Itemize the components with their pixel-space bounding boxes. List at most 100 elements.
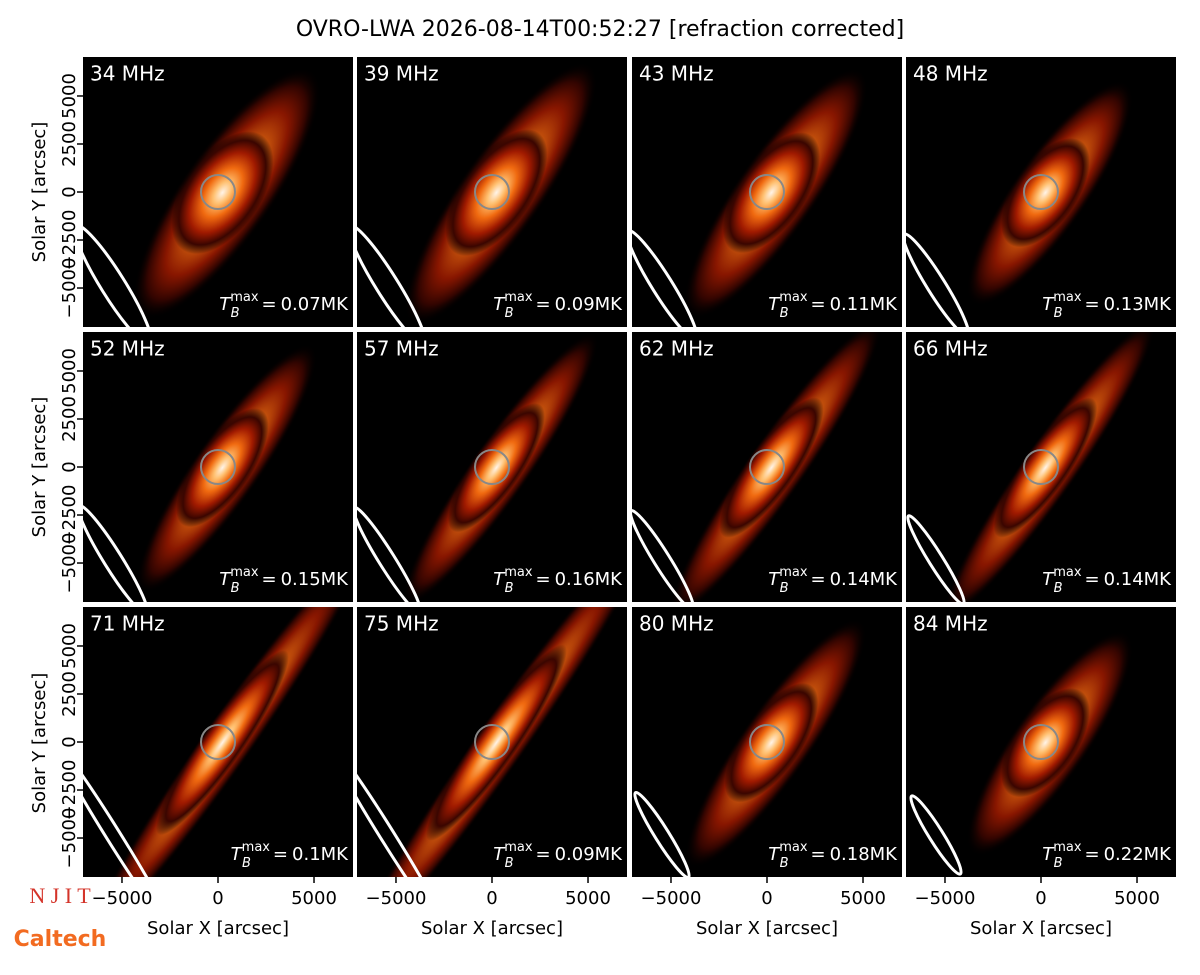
tb-eq: = bbox=[810, 294, 825, 315]
tb-symbol: T bbox=[1042, 844, 1055, 865]
solar-disk bbox=[200, 724, 236, 760]
solar-disk bbox=[749, 449, 785, 485]
tb-sub: B bbox=[780, 306, 789, 321]
tb-unit: MK bbox=[321, 294, 350, 315]
solar-disk bbox=[1023, 724, 1059, 760]
tb-max-label: Tmax B = 0.13MK bbox=[1042, 290, 1172, 321]
beam bbox=[909, 794, 963, 876]
x-axis-label: Solar X [arcsec] bbox=[970, 918, 1112, 939]
logo-caltech: Caltech bbox=[14, 927, 107, 952]
tb-max-label: Tmax B = 0.1MK bbox=[231, 840, 350, 871]
frequency-label: 34 MHz bbox=[90, 62, 165, 86]
image bbox=[633, 618, 867, 877]
tb-max-label: Tmax B = 0.09MK bbox=[493, 840, 623, 871]
tb-unit: MK bbox=[1144, 294, 1173, 315]
tb-symbol: T bbox=[1042, 569, 1055, 590]
image bbox=[83, 343, 318, 602]
emission-core bbox=[1001, 687, 1090, 798]
tb-value: 0.22 bbox=[1104, 844, 1144, 865]
emission-core bbox=[426, 644, 567, 841]
beam bbox=[632, 228, 699, 327]
tb-sub: B bbox=[1054, 856, 1063, 871]
tb-symbol: T bbox=[493, 844, 506, 865]
tb-unit: MK bbox=[321, 569, 350, 590]
y-axis-label: Solar Y [arcsec] bbox=[29, 122, 50, 263]
solar-disk bbox=[749, 724, 785, 760]
tb-sub: B bbox=[1054, 306, 1063, 321]
tb-symbol: T bbox=[768, 294, 781, 315]
tb-value: 0.07 bbox=[281, 294, 321, 315]
beam bbox=[632, 509, 695, 602]
tb-value: 0.14 bbox=[1104, 569, 1144, 590]
emission-core bbox=[447, 403, 545, 533]
tb-max-label: Tmax B = 0.14MK bbox=[768, 565, 898, 596]
tb-eq: = bbox=[1084, 569, 1099, 590]
panel: 39 MHz Tmax B = 0.09MK bbox=[357, 57, 627, 327]
tb-sub: B bbox=[1054, 581, 1063, 596]
y-axis-label: Solar Y [arcsec] bbox=[29, 673, 50, 814]
beam bbox=[357, 740, 448, 877]
y-tick-label: 0 bbox=[59, 736, 80, 747]
beam bbox=[906, 514, 966, 602]
solar-disk bbox=[474, 724, 510, 760]
frequency-label: 39 MHz bbox=[364, 62, 439, 86]
tb-sup: max bbox=[779, 565, 808, 580]
tb-symbol: T bbox=[493, 569, 506, 590]
tb-unit: MK bbox=[321, 844, 350, 865]
y-tick-label: 0 bbox=[59, 186, 80, 197]
tb-sub: B bbox=[505, 306, 514, 321]
tb-symbol: T bbox=[219, 569, 232, 590]
tb-symbol: T bbox=[231, 844, 244, 865]
y-tick-label: −5000 bbox=[59, 258, 80, 319]
tb-sub: B bbox=[780, 856, 789, 871]
tb-unit: MK bbox=[595, 294, 624, 315]
emission-core bbox=[176, 408, 269, 528]
image bbox=[906, 332, 1156, 602]
panel: 57 MHz Tmax B = 0.16MK bbox=[357, 332, 627, 602]
tb-eq: = bbox=[261, 294, 276, 315]
solar-disk bbox=[1023, 174, 1059, 210]
y-tick-label: −2500 bbox=[59, 485, 80, 546]
frequency-label: 84 MHz bbox=[913, 612, 988, 636]
tb-sup: max bbox=[1053, 840, 1082, 855]
tb-symbol: T bbox=[1042, 294, 1055, 315]
image bbox=[357, 607, 627, 877]
panel: 66 MHz Tmax B = 0.14MK bbox=[906, 332, 1176, 602]
tb-eq: = bbox=[261, 569, 276, 590]
tb-sup: max bbox=[504, 290, 533, 305]
tb-value: 0.18 bbox=[830, 844, 870, 865]
tb-value: 0.11 bbox=[830, 294, 870, 315]
tb-value: 0.1 bbox=[292, 844, 321, 865]
tb-value: 0.09 bbox=[555, 844, 595, 865]
panel: 48 MHz Tmax B = 0.13MK bbox=[906, 57, 1176, 327]
tb-symbol: T bbox=[768, 569, 781, 590]
y-tick-label: 2500 bbox=[59, 396, 80, 442]
tb-sup: max bbox=[504, 565, 533, 580]
tb-unit: MK bbox=[870, 294, 899, 315]
solar-disk bbox=[474, 174, 510, 210]
x-tick-label: −5000 bbox=[915, 888, 976, 909]
panel: 43 MHz Tmax B = 0.11MK bbox=[632, 57, 902, 327]
frequency-label: 66 MHz bbox=[913, 337, 988, 361]
emission-core bbox=[155, 650, 289, 836]
chart-title: OVRO-LWA 2026-08-14T00:52:27 [refraction… bbox=[296, 17, 904, 42]
y-tick-label: 0 bbox=[59, 461, 80, 472]
y-tick-label: 2500 bbox=[59, 671, 80, 717]
tb-max-label: Tmax B = 0.16MK bbox=[493, 565, 623, 596]
image bbox=[357, 332, 599, 602]
x-tick-label: 5000 bbox=[291, 888, 337, 909]
x-tick-label: 5000 bbox=[840, 888, 886, 909]
frequency-label: 62 MHz bbox=[639, 337, 714, 361]
tb-sub: B bbox=[242, 856, 251, 871]
x-tick-label: 0 bbox=[1035, 888, 1046, 909]
tb-sub: B bbox=[231, 306, 240, 321]
x-tick-label: 0 bbox=[761, 888, 772, 909]
tb-max-label: Tmax B = 0.07MK bbox=[219, 290, 349, 321]
beam bbox=[83, 223, 153, 327]
image bbox=[83, 67, 321, 327]
tb-max-label: Tmax B = 0.09MK bbox=[493, 290, 623, 321]
